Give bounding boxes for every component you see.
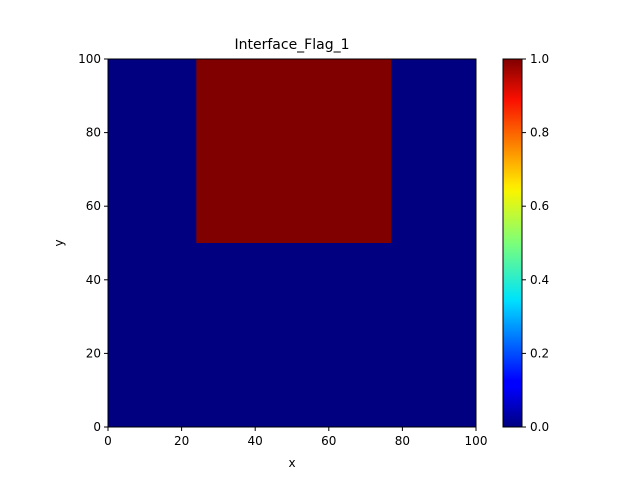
plot-area — [107, 58, 477, 428]
y-tick-label: 60 — [86, 199, 101, 213]
y-tick-label: 80 — [86, 126, 101, 140]
colorbar-gradient — [503, 59, 522, 427]
x-tick-label: 80 — [395, 434, 410, 448]
y-tick-label: 40 — [86, 273, 101, 287]
heatmap-region — [196, 59, 392, 243]
y-tick-label: 100 — [78, 52, 101, 66]
colorbar-tick-label: 0.2 — [530, 346, 549, 360]
colorbar-tick-label: 0.8 — [530, 126, 549, 140]
colorbar-frame — [502, 58, 523, 428]
x-tick-label: 0 — [104, 434, 112, 448]
x-axis-label: x — [288, 456, 295, 470]
y-tick-label: 20 — [86, 346, 101, 360]
x-tick-label: 60 — [321, 434, 336, 448]
plot-frame — [107, 58, 477, 428]
y-tick-label: 0 — [93, 420, 101, 434]
colorbar: 0.0 0.2 0.4 0.6 0.8 1.0 — [502, 52, 549, 434]
colorbar-tick-label: 1.0 — [530, 52, 549, 66]
x-tick-label: 100 — [465, 434, 488, 448]
x-tick-label: 40 — [248, 434, 263, 448]
colorbar-tick-label: 0.6 — [530, 199, 549, 213]
colorbar-tick-label: 0.4 — [530, 273, 549, 287]
y-axis-label: y — [52, 239, 66, 246]
x-tick-label: 20 — [174, 434, 189, 448]
chart-title: Interface_Flag_1 — [235, 37, 350, 53]
colorbar-tick-label: 0.0 — [530, 420, 549, 434]
